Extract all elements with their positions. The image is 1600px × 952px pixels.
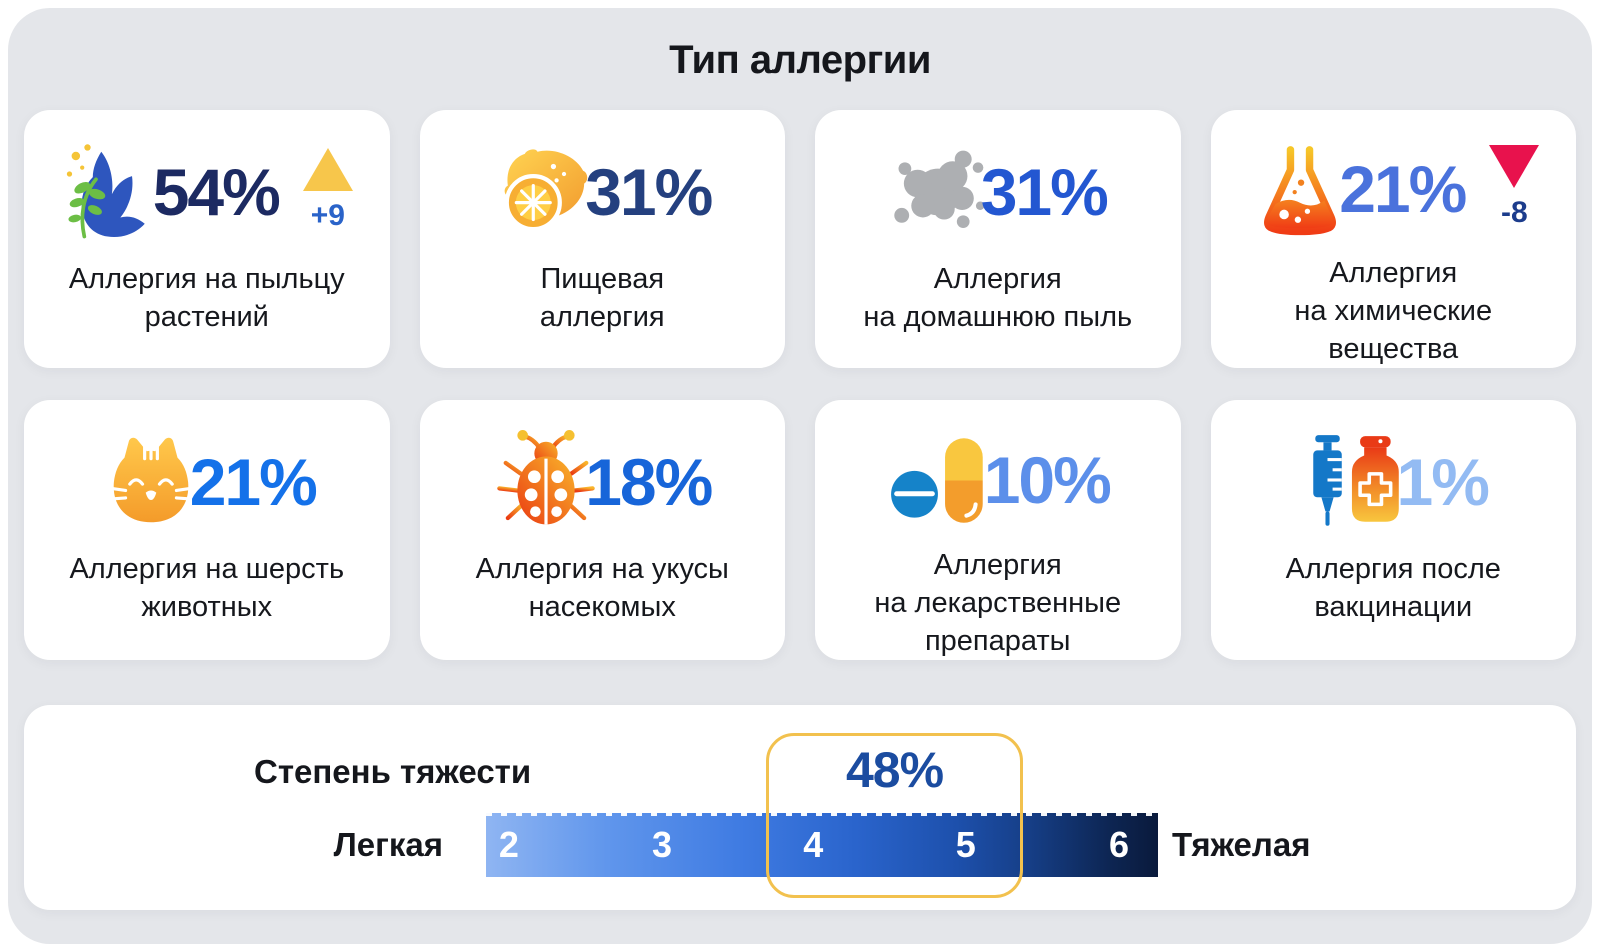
allergy-card-dust: 31% Аллергия на домашнюю пыль	[815, 110, 1181, 368]
delta-value: -8	[1500, 195, 1528, 229]
card-label: Аллергия на пыльцу растений	[69, 260, 345, 336]
plant-pollen-icon	[66, 144, 145, 239]
label-line: Аллергия на укусы	[475, 553, 729, 585]
percent-value: 21%	[1339, 152, 1467, 226]
severity-right-label: Тяжелая	[1172, 826, 1311, 863]
allergy-card-animal-fur: 21% Аллергия на шерсть животных	[24, 400, 390, 660]
percent-value: 31%	[585, 155, 713, 229]
infographic-panel: Тип аллергии 54% +9	[8, 8, 1592, 944]
allergy-card-chemicals: 21% -8 Аллергия на химические вещества	[1210, 110, 1576, 368]
stat-row: 54% +9	[61, 132, 353, 252]
card-label: Аллергия на шерсть животных	[69, 550, 344, 626]
allergy-cards-grid: 54% +9 Аллергия на пыльцу растений	[24, 110, 1576, 660]
allergy-card-food: 31% Пищевая аллергия	[419, 110, 785, 368]
card-label: Аллергия на химические вещества	[1294, 254, 1492, 368]
percent-value: 10%	[983, 443, 1112, 517]
lemon-icon	[504, 149, 588, 232]
label-line: препараты	[924, 625, 1071, 657]
percent-value: 18%	[585, 445, 713, 519]
severity-highlight-percent: 48%	[845, 742, 944, 798]
label-line: Аллергия на пыльцу	[68, 263, 345, 295]
percent-value: 54%	[152, 155, 281, 229]
percent-value: 1%	[1396, 445, 1490, 519]
label-line: на домашнюю пыль	[863, 301, 1133, 333]
card-label: Аллергия на домашнюю пыль	[863, 260, 1132, 336]
stat-row: 10%	[886, 422, 1112, 538]
severity-scale-bar: 2 3 4 5 6	[486, 812, 1158, 877]
label-line: Аллергия	[933, 263, 1062, 295]
scale-tick-2: 2	[498, 824, 519, 865]
scale-tick-4: 4	[803, 824, 824, 865]
scale-tick-6: 6	[1109, 824, 1130, 865]
page-title: Тип аллергии	[669, 38, 931, 82]
card-label: Аллергия на укусы насекомых	[476, 550, 729, 626]
percent-value: 31%	[980, 155, 1109, 229]
severity-title: Степень тяжести	[254, 753, 532, 790]
delta-value: +9	[310, 198, 345, 232]
allergy-card-vaccination: 1% Аллергия после вакцинации	[1210, 400, 1576, 660]
triangle-down-icon	[1489, 144, 1540, 188]
allergy-card-medications: 10% Аллергия на лекарственные препараты	[815, 400, 1181, 660]
delta-indicator: -8	[1489, 144, 1540, 230]
scale-tick-3: 3	[652, 824, 673, 865]
card-label: Пищевая аллергия	[540, 260, 665, 336]
scale-tick-5: 5	[955, 824, 976, 865]
triangle-up-icon	[302, 147, 353, 191]
severity-panel: Степень тяжести 48% Легкая 2 3 4 5 6 Тяж…	[24, 705, 1576, 910]
stat-row: 31%	[889, 132, 1109, 252]
label-line: Пищевая	[540, 263, 665, 295]
dust-cloud-icon	[893, 150, 985, 229]
delta-indicator: +9	[302, 147, 353, 233]
label-line: животных	[141, 591, 273, 623]
label-line: аллергия	[539, 301, 665, 333]
stat-row: 21%	[98, 422, 318, 542]
stat-row: 18%	[493, 422, 713, 542]
label-line: Аллергия	[1329, 257, 1458, 289]
card-label: Аллергия на лекарственные препараты	[874, 546, 1121, 660]
chemical-flask-icon	[1264, 140, 1337, 236]
label-line: вакцинации	[1314, 591, 1473, 623]
pills-icon	[890, 438, 983, 523]
label-line: Аллергия	[933, 549, 1062, 581]
label-line: вещества	[1328, 333, 1459, 365]
percent-value: 21%	[189, 445, 318, 519]
label-line: Аллергия на шерсть	[69, 553, 345, 585]
severity-highlight-box	[766, 733, 1023, 898]
stat-row: 1%	[1299, 422, 1490, 542]
ladybug-icon	[497, 430, 595, 525]
syringe-vaccine-icon	[1312, 435, 1399, 526]
allergy-card-insect-bites: 18% Аллергия на укусы насекомых	[419, 400, 785, 660]
cat-icon	[108, 437, 193, 523]
severity-left-label: Легкая	[333, 826, 443, 863]
label-line: Аллергия после	[1285, 553, 1501, 585]
label-line: насекомых	[528, 591, 676, 623]
allergy-card-pollen: 54% +9 Аллергия на пыльцу растений	[24, 110, 390, 368]
label-line: на химические	[1294, 295, 1493, 327]
stat-row: 31%	[493, 132, 713, 252]
label-line: на лекарственные	[874, 587, 1122, 619]
label-line: растений	[144, 301, 269, 333]
card-label: Аллергия после вакцинации	[1286, 550, 1501, 626]
stat-row: 21% -8	[1247, 132, 1540, 246]
